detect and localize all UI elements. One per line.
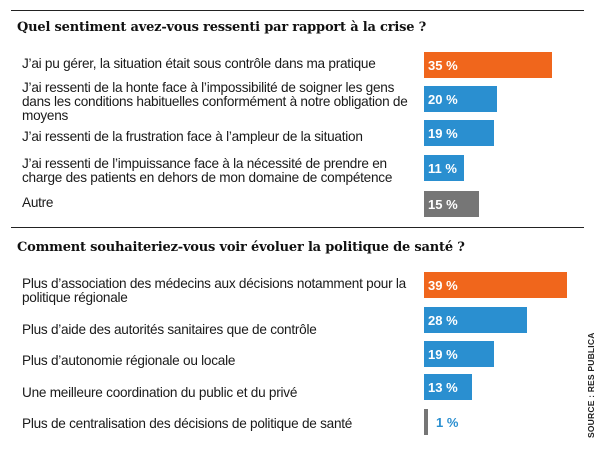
source-note: SOURCE : RES PUBLICA [576,318,595,438]
chart2-bar-4 [424,409,428,435]
chart1-bar-3 [424,155,465,181]
middle-rule [11,227,584,228]
chart1-bar-1 [424,86,498,112]
chart2-label-4: Plus de centralisation des décisions de … [22,416,353,431]
chart2-label-2: Plus d’autonomie régionale ou locale [22,353,236,368]
source-text: SOURCE : RES PUBLICA [586,332,595,438]
chart1-bar-0 [424,52,553,78]
chart1-bar-2 [424,120,494,146]
chart1-value-3: 11 % [428,161,457,176]
chart2-label-0: Plus d’association des médecins aux déci… [22,276,406,305]
chart2-value-3: 13 % [428,380,458,395]
chart2-title: Comment souhaiteriez-vous voir évoluer l… [17,240,465,255]
chart2-value-1: 28 % [428,313,458,328]
chart2-label-1: Plus d’aide des autorités sanitaires que… [22,322,317,337]
chart1-label-4: Autre [22,195,54,210]
chart2-bar-3 [424,374,472,400]
chart1-label-3: J’ai ressenti de l’impuissance face à la… [22,156,393,185]
chart2-value-0: 39 % [428,278,458,293]
chart1-label-1: J’ai ressenti de la honte face à l’impos… [22,80,408,123]
chart1-label-0: J’ai pu gérer, la situation était sous c… [22,56,376,71]
chart1-value-0: 35 % [428,58,458,73]
chart1-value-2: 19 % [428,126,458,141]
chart2-bar-1 [424,307,527,333]
chart1-label-2: J’ai ressenti de la frustration face à l… [22,129,363,144]
chart2-value-2: 19 % [428,347,458,362]
chart2-bar-0 [424,272,567,298]
chart2-value-4: 1 % [436,415,459,430]
top-rule [11,10,584,11]
chart1-bar-4 [424,191,479,217]
chart2-bar-2 [424,341,494,367]
chart2-label-3: Une meilleure coordination du public et … [22,385,298,400]
chart1-title: Quel sentiment avez-vous ressenti par ra… [17,20,427,35]
chart1-value-1: 20 % [428,92,458,107]
chart1-value-4: 15 % [428,197,458,212]
